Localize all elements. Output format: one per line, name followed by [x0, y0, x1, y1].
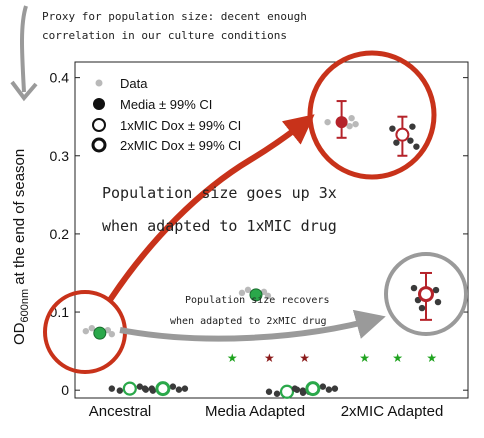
- data-point: [238, 289, 246, 297]
- legend-data-label: Data: [120, 76, 148, 91]
- data-point: [348, 114, 355, 122]
- significance-star: ★: [359, 351, 370, 365]
- data-point: [149, 387, 157, 394]
- y-tick-label: 0.2: [50, 226, 70, 242]
- data-point: [418, 304, 426, 312]
- plot-area: [74, 61, 469, 399]
- data-point: [82, 327, 90, 335]
- y-tick-label: 0.3: [50, 148, 70, 164]
- x-category-label: 2xMIC Adapted: [341, 403, 444, 420]
- significance-star: ★: [299, 351, 310, 365]
- data-point: [299, 387, 307, 394]
- y-axis-label-main: OD: [11, 322, 28, 345]
- legend-data-marker: [95, 79, 103, 87]
- y-tick-label: 0: [61, 382, 69, 398]
- data-point: [407, 137, 414, 144]
- data-point: [136, 383, 144, 390]
- grey-arrow: [119, 309, 386, 342]
- data-point: [244, 286, 252, 294]
- data-point: [352, 120, 359, 128]
- data-point: [264, 292, 272, 300]
- red-arrow: [107, 114, 315, 302]
- data-point: [116, 387, 124, 394]
- data-point: [88, 324, 96, 332]
- data-point: [413, 143, 420, 150]
- mean-marker-dox: [155, 381, 171, 397]
- data-point: [104, 326, 112, 334]
- x-category-label: Media Adapted: [205, 403, 305, 420]
- legend-2xmic-label: 2xMIC Dox ± 99% CI: [120, 138, 241, 153]
- data-point: [265, 388, 273, 395]
- data-point: [273, 390, 281, 397]
- small-note-line2: when adapted to 2xMIC drug: [170, 316, 327, 327]
- mean-marker-dox: [279, 384, 295, 399]
- data-point: [325, 386, 333, 393]
- x-axis: Ancestral Media Adapted 2xMIC Adapted: [89, 403, 444, 420]
- mean-marker-dox: [395, 127, 410, 142]
- big-note-line2: when adapted to 1xMIC drug: [102, 217, 337, 235]
- top-note-line1: Proxy for population size: decent enough: [42, 10, 307, 23]
- big-note-line1: Population size goes up 3x: [102, 184, 337, 202]
- data-point: [434, 298, 442, 306]
- y-axis-label-sub: 600nm: [19, 289, 31, 323]
- data-point: [260, 288, 268, 296]
- legend-2xmic-marker: [91, 137, 107, 153]
- y-tick-label: 0.4: [50, 70, 70, 86]
- significance-star: ★: [264, 351, 275, 365]
- significance-star: ★: [426, 351, 437, 365]
- data-point: [324, 118, 331, 126]
- legend-media-label: Media ± 99% CI: [120, 97, 212, 112]
- y-axis-label: OD600nm at the end of season: [11, 149, 31, 345]
- significance-star: ★: [392, 351, 403, 365]
- data-point: [410, 284, 418, 292]
- data-point: [169, 383, 177, 390]
- data-points: ★ ★ ★ ★ ★ ★: [82, 100, 442, 399]
- data-point: [331, 385, 339, 392]
- data-point: [175, 386, 183, 393]
- data-point: [393, 139, 400, 146]
- legend-media-marker: [93, 98, 105, 110]
- legend-1xmic-marker: [92, 118, 106, 132]
- mean-marker-media: [249, 288, 263, 302]
- legend-1xmic-label: 1xMIC Dox ± 99% CI: [120, 118, 241, 133]
- data-point: [108, 330, 116, 338]
- mean-marker-media: [93, 326, 107, 340]
- y-axis-label-rest: at the end of season: [11, 149, 28, 289]
- data-point: [409, 123, 416, 130]
- zoom-circle-2xmic: [384, 252, 468, 336]
- data-point: [291, 385, 299, 392]
- significance-star: ★: [227, 351, 238, 365]
- mean-marker-dox: [305, 381, 321, 397]
- data-point: [108, 385, 116, 392]
- mean-marker-media: [335, 116, 348, 129]
- data-point: [141, 385, 149, 392]
- x-category-label: Ancestral: [89, 403, 152, 420]
- down-arrow-icon: [10, 5, 38, 102]
- data-point: [389, 125, 396, 132]
- small-note-line1: Population size recovers: [185, 295, 330, 306]
- zoom-circle-1xmic: [307, 50, 437, 180]
- data-point: [181, 385, 189, 392]
- data-point: [432, 286, 440, 294]
- mean-marker-dox: [122, 381, 137, 396]
- data-point: [319, 383, 327, 390]
- mean-marker-dox: [418, 286, 434, 303]
- data-point: [346, 122, 353, 130]
- top-note-line2: correlation in our culture conditions: [42, 29, 287, 42]
- legend: Data Media ± 99% CI 1xMIC Dox ± 99% CI 2…: [91, 76, 241, 153]
